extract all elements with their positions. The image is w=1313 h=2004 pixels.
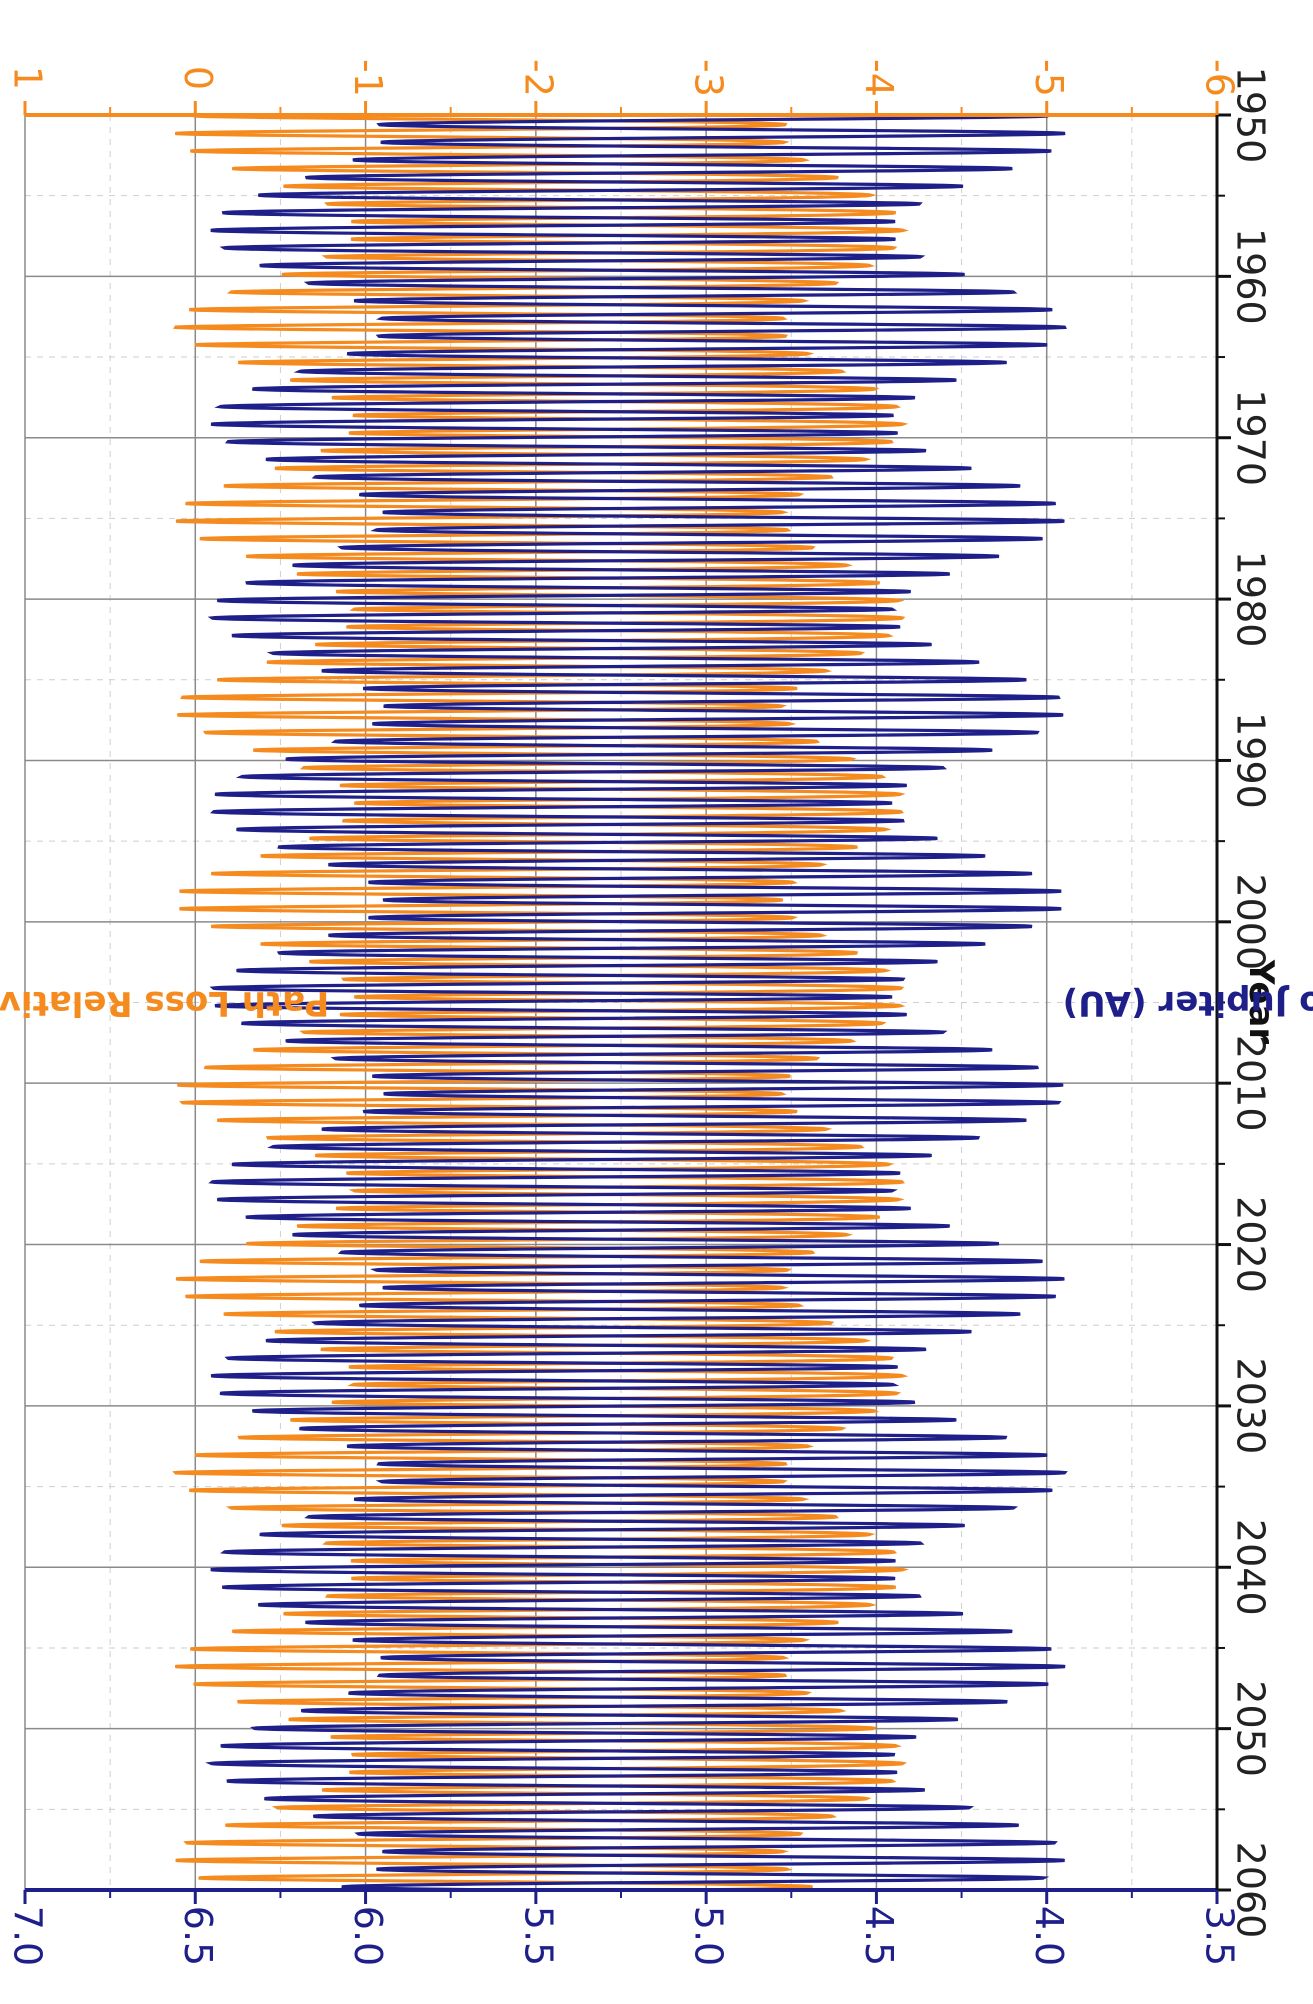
x-tick-label: 2020 [1229,1196,1273,1293]
x-tick-label: 1980 [1229,551,1273,648]
x-tick-label: 2060 [1229,1842,1273,1939]
right-tick-label: -6 [1198,59,1242,97]
right-tick-label: 0 [176,66,220,90]
right-tick-label: -1 [346,59,390,97]
right-tick-label: 1 [6,66,50,90]
plot-area: 1950 1960 1970 1980 1990 2000 2010 2020 2030 2040… [6,59,1273,1966]
right-tick-label: -2 [516,59,560,97]
x-axis-title: Year [1241,959,1281,1045]
left-tick-label: 4.5 [857,1906,901,1966]
x-tick-label: 2050 [1229,1680,1273,1777]
left-tick-label: 6.5 [176,1906,220,1966]
series-distance-line [205,113,1068,1892]
right-tick-label: -4 [857,59,901,97]
left-tick-label: 5.5 [516,1906,560,1966]
x-tick-label: 1960 [1229,228,1273,325]
x-tick-label: 1990 [1229,712,1273,809]
x-tick-label: 1950 [1229,67,1273,164]
left-tick-label: 4.0 [1027,1906,1071,1966]
right-tick-label: -3 [687,59,731,97]
right-tick-label: -5 [1027,59,1071,97]
left-tick-label: 7.0 [6,1906,50,1966]
left-tick-label: 5.0 [687,1906,731,1966]
x-tick-label: 2010 [1229,1035,1273,1132]
x-tick-label: 2040 [1229,1519,1273,1616]
x-tick-label: 1970 [1229,389,1273,486]
left-axis-title: Distance to Jupiter (AU) [1063,983,1313,1023]
right-axis-title: Path Loss Relative to 4 AU (dB) [0,983,329,1023]
x-tick-label: 2030 [1229,1358,1273,1455]
left-tick-label: 3.5 [1198,1906,1242,1966]
left-tick-label: 6.0 [346,1906,390,1966]
x-tick-label: 2000 [1229,873,1273,970]
